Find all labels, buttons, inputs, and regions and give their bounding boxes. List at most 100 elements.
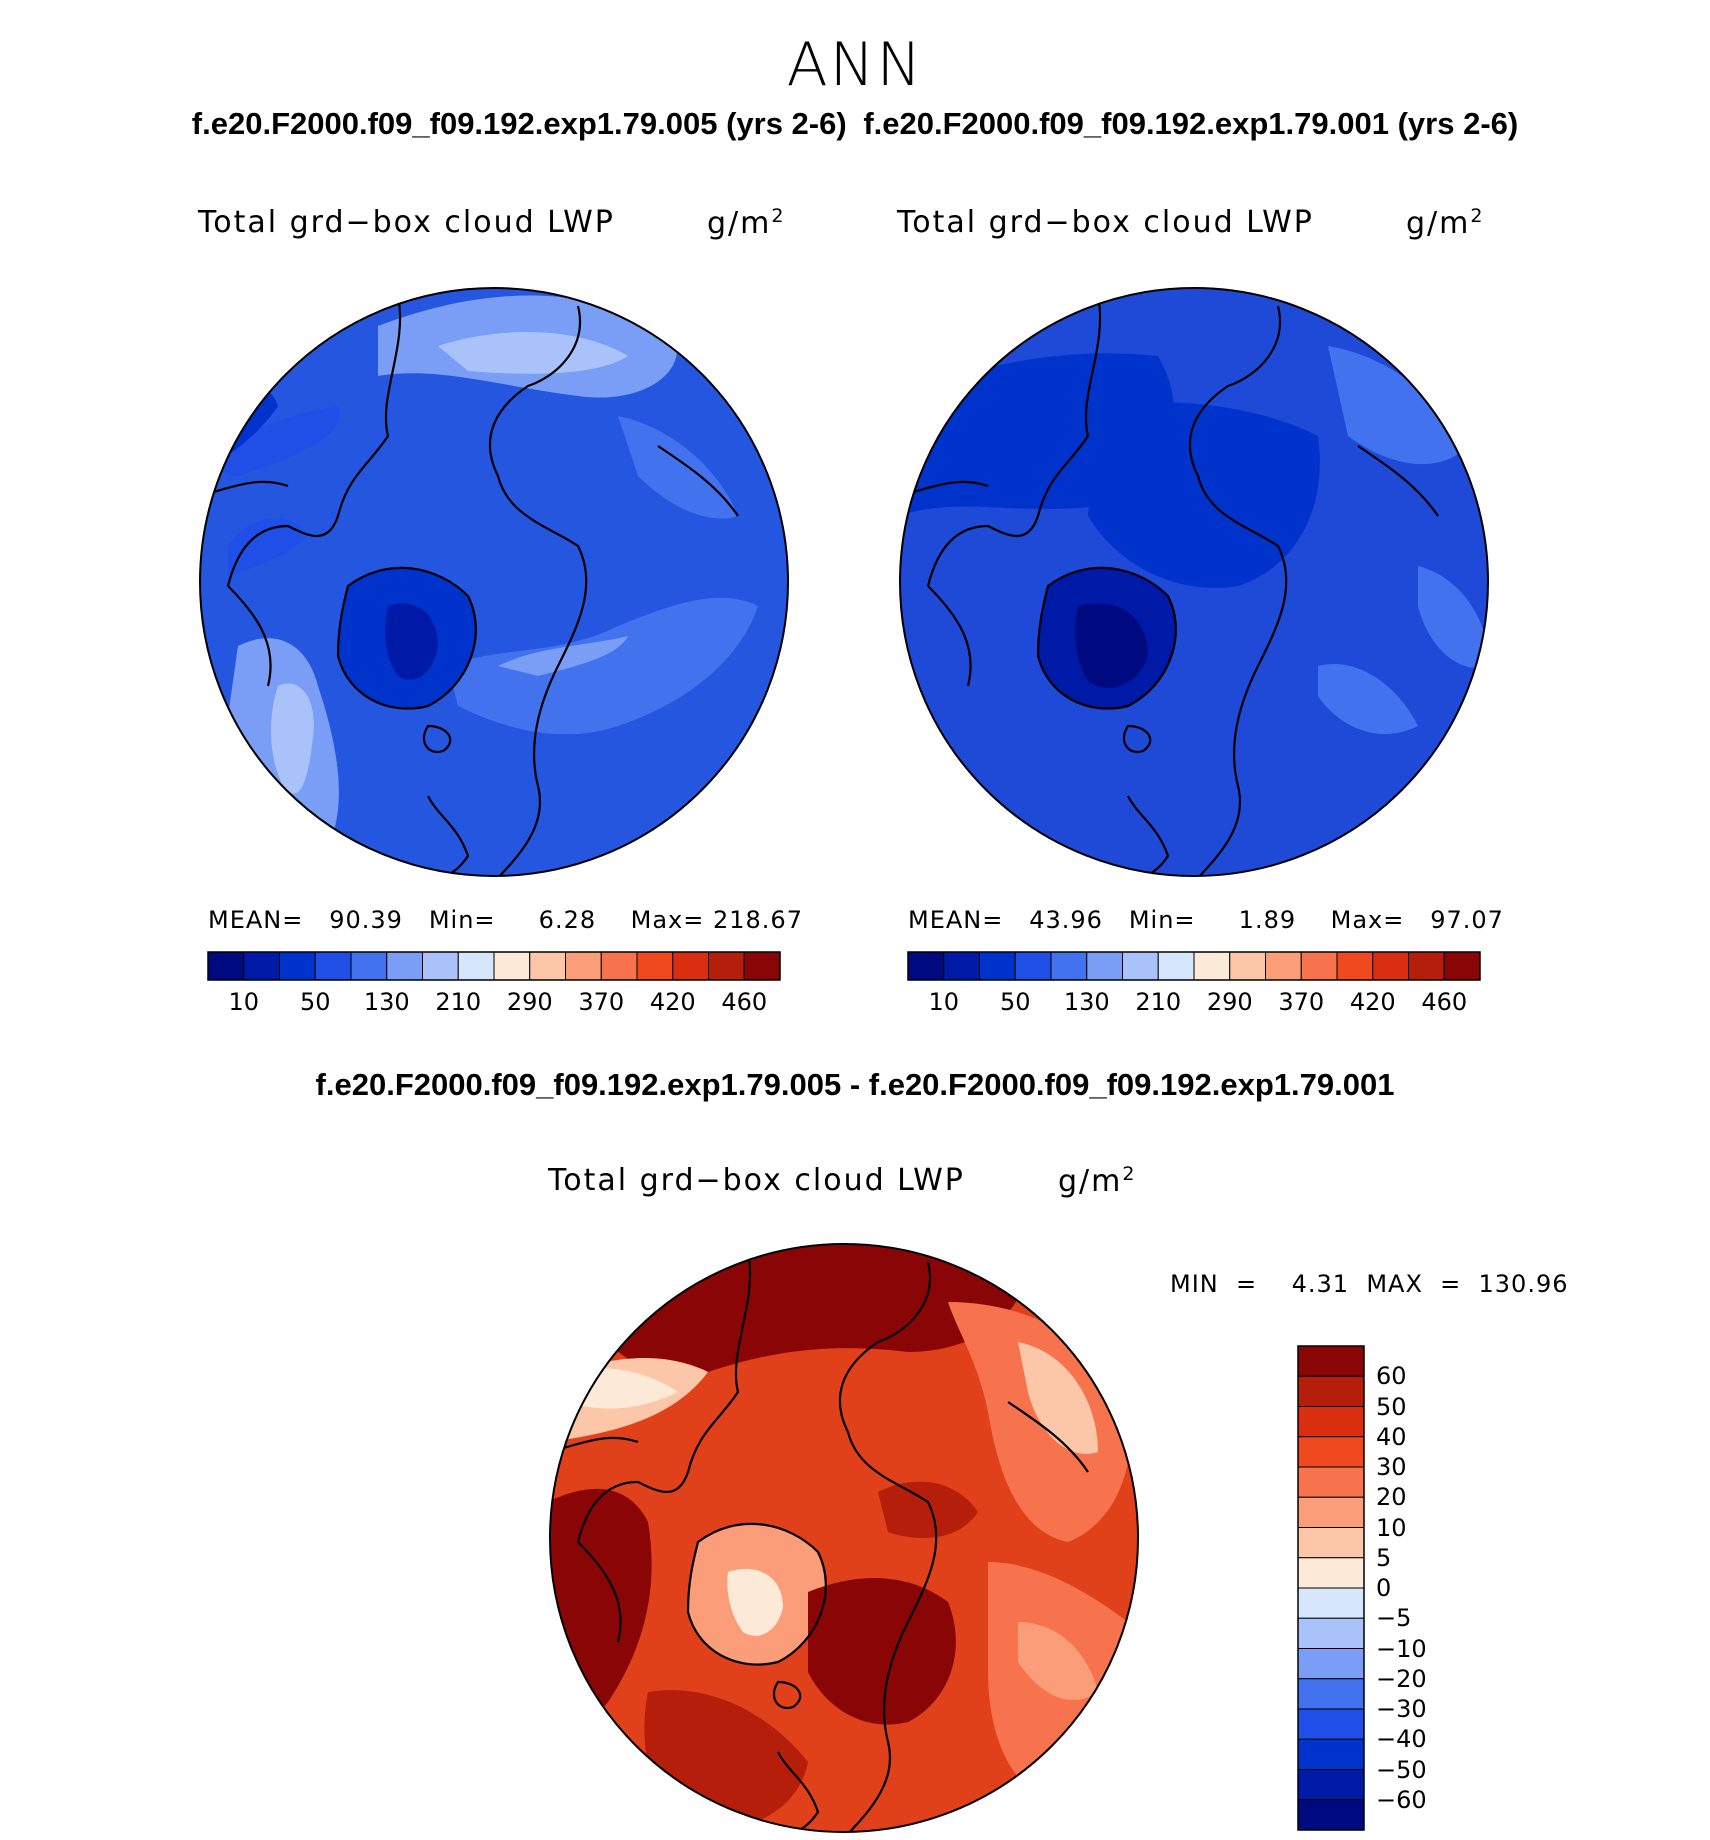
panel-c-colorbar-swatch xyxy=(1297,1648,1365,1680)
panel-b-colorbar xyxy=(907,951,1481,981)
colorbar-tick-label: −10 xyxy=(1376,1634,1427,1663)
colorbar-tick-label: 40 xyxy=(1376,1422,1407,1451)
panel-c-colorbar-swatch xyxy=(1297,1496,1365,1528)
panel-c-colorbar xyxy=(1297,1345,1365,1831)
panel-a-colorbar-swatch xyxy=(600,951,638,981)
panel-b-colorbar-swatch xyxy=(1408,951,1445,981)
panel-b-colorbar-swatch xyxy=(1229,951,1266,981)
panel-b-colorbar-swatch xyxy=(1122,951,1159,981)
panel-b-colorbar-swatch xyxy=(943,951,980,981)
panel-a-colorbar-swatch xyxy=(386,951,423,981)
colorbar-tick-label: 370 xyxy=(578,988,625,1016)
colorbar-tick-label: −60 xyxy=(1376,1785,1427,1814)
panel-b-colorbar-swatch xyxy=(1336,951,1374,981)
panel-b-colorbar-ticks: 10 50 130 210 290 370 420 460 xyxy=(908,988,1480,1020)
panel-c-units: g/m2 xyxy=(1058,1163,1137,1199)
panel-c-colorbar-swatch xyxy=(1297,1769,1365,1801)
panel-a-colorbar-swatch xyxy=(708,951,745,981)
panel-c-colorbar-swatch xyxy=(1297,1678,1365,1710)
panel-a-units: g/m2 xyxy=(707,205,786,241)
colorbar-tick-label: −30 xyxy=(1376,1695,1427,1723)
colorbar-tick-label: 370 xyxy=(1278,988,1325,1016)
colorbar-tick-label: 460 xyxy=(721,988,768,1016)
panel-a-colorbar xyxy=(207,951,781,981)
panel-c-variable-label: Total grd−box cloud LWP xyxy=(548,1163,965,1198)
colorbar-tick-label: 290 xyxy=(1206,988,1253,1016)
panel-a-colorbar-swatch xyxy=(743,951,781,981)
panel-c-colorbar-swatch xyxy=(1297,1708,1365,1740)
colorbar-tick-label: 60 xyxy=(1376,1362,1407,1391)
colorbar-tick-label: 10 xyxy=(1376,1513,1407,1542)
case-title-test: f.e20.F2000.f09_f09.192.exp1.79.005 (yrs… xyxy=(191,106,847,141)
case-titles: f.e20.F2000.f09_f09.192.exp1.79.005 (yrs… xyxy=(0,106,1710,142)
difference-title: f.e20.F2000.f09_f09.192.exp1.79.005 - f.… xyxy=(315,1067,1395,1102)
panel-a-colorbar-swatch xyxy=(529,951,566,981)
panel-a-colorbar-swatch xyxy=(565,951,602,981)
colorbar-tick-label: 10 xyxy=(228,988,260,1016)
colorbar-tick-label: 420 xyxy=(1349,988,1396,1016)
panel-b-colorbar-swatch xyxy=(1157,951,1195,981)
panel-c-polar-map xyxy=(549,1243,1139,1833)
panel-b-units: g/m2 xyxy=(1406,205,1485,241)
panel-a-colorbar-swatch xyxy=(314,951,352,981)
panel-b-colorbar-swatch xyxy=(1300,951,1338,981)
panel-c-colorbar-swatch xyxy=(1297,1436,1365,1468)
panel-a-colorbar-swatch xyxy=(493,951,531,981)
panel-a-variable-label: Total grd−box cloud LWP xyxy=(198,205,615,240)
panel-b-variable-label: Total grd−box cloud LWP xyxy=(897,205,1314,240)
panel-a-colorbar-swatch xyxy=(350,951,388,981)
panel-b-colorbar-swatch xyxy=(1443,951,1481,981)
colorbar-tick-label: 290 xyxy=(506,988,553,1016)
panel-a-colorbar-swatch xyxy=(279,951,316,981)
panel-b-colorbar-swatch xyxy=(1193,951,1231,981)
case-title-control: f.e20.F2000.f09_f09.192.exp1.79.001 (yrs… xyxy=(863,106,1519,141)
panel-a-polar-map xyxy=(199,287,789,877)
panel-a-stats: MEAN= 90.39 Min= 6.28 Max= 218.67 xyxy=(208,906,803,934)
colorbar-tick-label: 50 xyxy=(299,988,331,1016)
colorbar-tick-label: 210 xyxy=(1135,988,1182,1016)
panel-a-colorbar-ticks: 10 50 130 210 290 370 420 460 xyxy=(208,988,780,1020)
panel-a-colorbar-swatch xyxy=(636,951,674,981)
panel-a-colorbar-swatch xyxy=(672,951,709,981)
panel-b-colorbar-swatch xyxy=(1050,951,1088,981)
panel-c-colorbar-swatch xyxy=(1297,1587,1365,1619)
colorbar-tick-label: 5 xyxy=(1376,1543,1392,1572)
colorbar-tick-label: −40 xyxy=(1376,1725,1427,1754)
colorbar-tick-label: 130 xyxy=(1063,988,1110,1016)
colorbar-tick-label: 20 xyxy=(1376,1483,1407,1512)
panel-c-colorbar-ticks: 60 50 40 30 20 10 5 0 −5 −10 −20 −30 −40 −50 −60 xyxy=(1376,1346,1486,1830)
colorbar-tick-label: 0 xyxy=(1376,1574,1392,1602)
colorbar-tick-label: −50 xyxy=(1376,1755,1427,1784)
panel-b-stats: MEAN= 43.96 Min= 1.89 Max= 97.07 xyxy=(908,906,1504,934)
panel-b-colorbar-swatch xyxy=(1014,951,1052,981)
colorbar-tick-label: 210 xyxy=(435,988,482,1016)
colorbar-tick-label: −5 xyxy=(1376,1604,1412,1633)
panel-b-colorbar-swatch xyxy=(1086,951,1123,981)
panel-c-colorbar-swatch xyxy=(1297,1527,1365,1559)
season-title: ANN xyxy=(786,30,924,100)
panel-a-colorbar-swatch xyxy=(457,951,495,981)
panel-b-polar-map xyxy=(899,287,1489,877)
colorbar-tick-label: 30 xyxy=(1376,1453,1407,1481)
panel-c-colorbar-swatch xyxy=(1297,1738,1365,1770)
panel-b-colorbar-swatch xyxy=(907,951,945,981)
colorbar-tick-label: 50 xyxy=(999,988,1031,1016)
colorbar-tick-label: 460 xyxy=(1421,988,1468,1016)
panel-c-colorbar-swatch xyxy=(1297,1799,1365,1831)
panel-c-colorbar-swatch xyxy=(1297,1375,1365,1407)
panel-b-colorbar-swatch xyxy=(1372,951,1409,981)
colorbar-tick-label: 130 xyxy=(363,988,410,1016)
panel-a-colorbar-swatch xyxy=(243,951,280,981)
colorbar-tick-label: −20 xyxy=(1376,1664,1427,1693)
panel-b-colorbar-swatch xyxy=(979,951,1016,981)
panel-c-stats: MIN = 4.31 MAX = 130.96 xyxy=(1170,1270,1569,1298)
panel-c-colorbar-swatch xyxy=(1297,1557,1365,1589)
panel-c-colorbar-swatch xyxy=(1297,1466,1365,1498)
panel-c-colorbar-swatch xyxy=(1297,1617,1365,1649)
colorbar-tick-label: 50 xyxy=(1376,1392,1407,1421)
colorbar-tick-label: 420 xyxy=(649,988,696,1016)
panel-a-colorbar-swatch xyxy=(207,951,245,981)
panel-c-colorbar-swatch xyxy=(1297,1406,1365,1438)
colorbar-tick-label: 10 xyxy=(928,988,960,1016)
panel-c-colorbar-swatch xyxy=(1297,1345,1365,1377)
